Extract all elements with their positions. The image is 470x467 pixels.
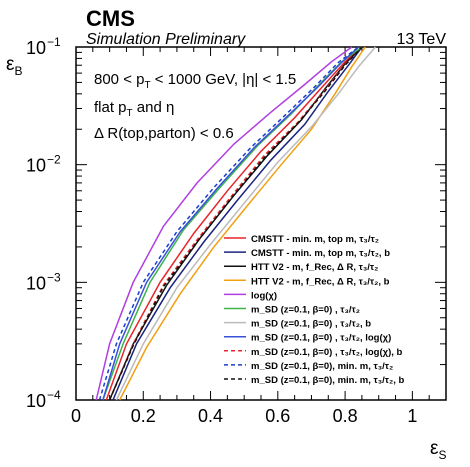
y-tick-exponent: −4 [47, 388, 61, 402]
series-line [119, 46, 366, 401]
legend-label: CMSTT - min. m, top m, τ₃/τ₂ [251, 234, 379, 245]
selection-cuts: 800 < pT < 1000 GeV, |η| < 1.5 flat pT a… [94, 71, 296, 142]
x-axis-label: εS [430, 438, 447, 462]
x-tick-label: 0.4 [198, 406, 223, 426]
legend-label: log(χ) [251, 290, 277, 301]
legend-label: HTT V2 - m, f_Rec, Δ R, τ₃/τ₂, b [251, 276, 390, 287]
legend-label: HTT V2 - m, f_Rec, Δ R, τ₃/τ₂ [251, 262, 378, 273]
y-tick-exponent: −2 [47, 153, 61, 167]
series-line [105, 46, 363, 401]
x-tick-label: 1 [407, 406, 417, 426]
series-group [95, 46, 376, 401]
y-axis-label: εB [6, 54, 23, 78]
x-tick-label: 0.6 [265, 406, 290, 426]
cut-line-2: flat pT and η [94, 99, 174, 119]
x-tick-label: 0.2 [131, 406, 156, 426]
x-tick-label: 0 [71, 406, 81, 426]
plot-area: 0 0.2 0.4 0.6 0.8 110−410−310−210−1 [26, 35, 447, 426]
energy-label: 13 TeV [396, 31, 446, 48]
series-line [115, 46, 376, 401]
y-tick-exponent: −1 [47, 35, 61, 49]
status-label: Simulation Preliminary [86, 31, 246, 48]
series-line [95, 46, 353, 401]
series-line [112, 46, 363, 401]
legend-label: m_SD (z=0.1, β=0) , τ₃/τ₂, b [251, 319, 371, 330]
cut-line-1: 800 < pT < 1000 GeV, |η| < 1.5 [94, 71, 296, 91]
axis-ticks: 0 0.2 0.4 0.6 0.8 110−410−310−210−1 [26, 35, 447, 426]
legend-label: m_SD (z=0.1, β=0), min. m, τ₃/τ₂ [251, 361, 393, 372]
experiment-label: CMS [86, 6, 135, 31]
y-tick-label: 10 [26, 38, 46, 58]
series-line [108, 46, 363, 401]
legend-label: CMSTT - min. m, top m, τ₃/τ₂, b [251, 248, 390, 259]
y-tick-label: 10 [26, 273, 46, 293]
legend: CMSTT - min. m, top m, τ₃/τ₂ CMSTT - min.… [224, 234, 404, 386]
series-line [108, 46, 363, 401]
legend-label: m_SD (z=0.1, β=0), min. m, τ₃/τ₂, b [251, 375, 404, 386]
series-line [102, 46, 360, 401]
y-tick-label: 10 [26, 156, 46, 176]
y-tick-label: 10 [26, 391, 46, 411]
y-tick-exponent: −3 [47, 270, 61, 284]
series-line [98, 46, 359, 401]
cut-line-3: Δ R(top,parton) < 0.6 [94, 125, 234, 142]
legend-label: m_SD (z=0.1, β=0) , τ₃/τ₂ [251, 305, 360, 316]
x-tick-label: 0.8 [333, 406, 358, 426]
legend-label: m_SD (z=0.1, β=0) , τ₃/τ₂, log(χ), b [251, 347, 403, 358]
legend-label: m_SD (z=0.1, β=0) , τ₃/τ₂, log(χ) [251, 333, 391, 344]
